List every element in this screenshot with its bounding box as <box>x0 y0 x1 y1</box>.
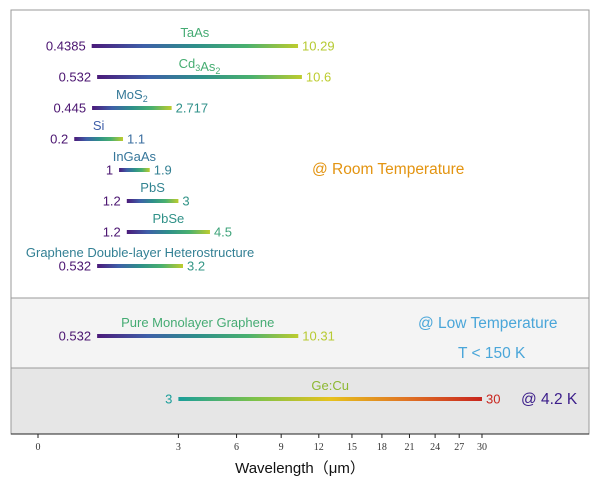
start-value-label: 0.532 <box>59 70 92 85</box>
x-tick-label: 21 <box>404 442 414 453</box>
material-name-label: Si <box>93 118 105 133</box>
x-tick-label: 9 <box>279 442 284 453</box>
start-value-label: 3 <box>165 392 172 407</box>
range-bar-pbse <box>126 230 210 234</box>
range-bar-cd3as2 <box>97 75 302 79</box>
start-value-label: 0.2 <box>50 132 68 147</box>
material-name-label: Cd3As2 <box>179 56 221 76</box>
end-value-label: 1.1 <box>127 132 145 147</box>
range-bar-si <box>74 137 124 141</box>
range-bar-mos2 <box>92 106 172 110</box>
end-value-label: 10.6 <box>306 70 331 85</box>
material-name-label: Graphene Double-layer Heterostructure <box>26 245 254 260</box>
start-value-label: 1 <box>106 163 113 178</box>
x-tick-label: 3 <box>176 442 181 453</box>
x-tick-label: 24 <box>430 442 440 453</box>
room-temperature-label: @ Room Temperature <box>312 161 464 178</box>
end-value-label: 4.5 <box>214 225 232 240</box>
start-value-label: 0.445 <box>54 101 87 116</box>
end-value-label: 10.31 <box>302 329 335 344</box>
range-bar-ingaas <box>119 168 150 172</box>
material-name-label: TaAs <box>180 25 209 40</box>
x-tick-label: 27 <box>454 442 464 453</box>
x-tick-label: 30 <box>477 442 487 453</box>
cryogenic-label: @ 4.2 K <box>521 391 578 408</box>
range-bar-graphene-double-layer-heterostructure <box>97 264 184 268</box>
end-value-label: 3.2 <box>187 259 205 274</box>
range-bar-pure-monolayer-graphene <box>97 334 299 338</box>
start-value-label: 0.532 <box>59 329 92 344</box>
end-value-label: 2.717 <box>176 101 209 116</box>
low-temperature-condition: T < 150 K <box>458 345 526 362</box>
range-bars: 0.4385 10.29 TaAs 0.532 10.6 Cd3As2 0.445 2.717… <box>26 25 501 407</box>
material-name-label: InGaAs <box>113 149 157 164</box>
x-axis-ticks: 0 3 6 9 12 15 18 21 24 27 30 <box>36 434 487 453</box>
x-tick-label: 0 <box>36 442 41 453</box>
x-tick-label: 6 <box>234 442 239 453</box>
end-value-label: 1.9 <box>154 163 172 178</box>
start-value-label: 1.2 <box>103 225 121 240</box>
range-bar-pbs <box>126 199 179 203</box>
x-tick-label: 12 <box>314 442 324 453</box>
end-value-label: 10.29 <box>302 39 335 54</box>
end-value-label: 3 <box>182 194 189 209</box>
range-bar-taas <box>91 44 299 48</box>
start-value-label: 1.2 <box>103 194 121 209</box>
end-value-label: 30 <box>486 392 500 407</box>
material-name-label: PbS <box>140 180 165 195</box>
material-name-label: Pure Monolayer Graphene <box>121 315 274 330</box>
x-tick-label: 15 <box>347 442 357 453</box>
material-name-label: PbSe <box>152 211 184 226</box>
start-value-label: 0.532 <box>59 259 92 274</box>
low-temperature-label: @ Low Temperature <box>418 315 558 332</box>
material-name-label: MoS2 <box>116 87 148 104</box>
low-temperature-band <box>10 297 590 369</box>
x-axis-title: Wavelength（μm） <box>235 460 365 477</box>
material-name-label: Ge:Cu <box>311 378 349 393</box>
range-bar-ge-cu <box>178 397 482 401</box>
start-value-label: 0.4385 <box>46 39 86 54</box>
x-tick-label: 18 <box>377 442 387 453</box>
